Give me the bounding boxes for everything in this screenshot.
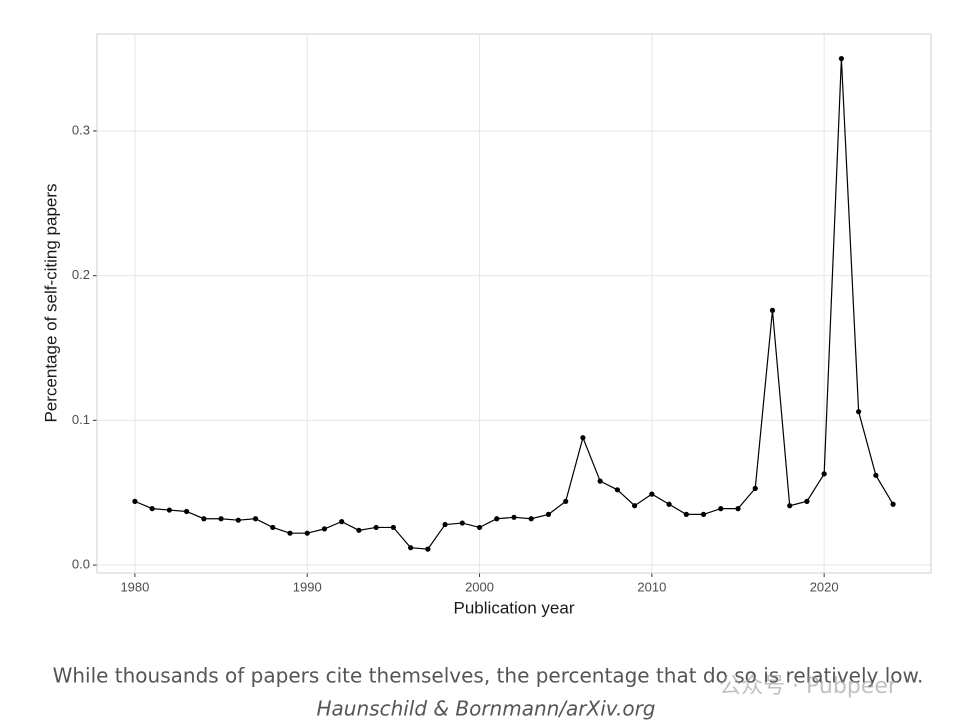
data-point xyxy=(235,517,241,523)
x-tick-label: 1980 xyxy=(120,579,149,594)
data-point xyxy=(597,478,603,484)
x-tick-label: 2010 xyxy=(637,579,666,594)
y-axis-title: Percentage of self-citing papers xyxy=(41,183,60,422)
data-point xyxy=(252,516,259,522)
data-point xyxy=(184,508,190,515)
data-point xyxy=(821,471,827,477)
data-point xyxy=(718,506,724,512)
data-point xyxy=(563,498,569,504)
data-point xyxy=(390,524,396,531)
data-point xyxy=(373,524,379,531)
y-tick-label: 0.1 xyxy=(72,412,90,427)
data-point xyxy=(838,55,844,62)
data-point xyxy=(166,507,172,513)
data-point xyxy=(425,546,431,552)
data-point xyxy=(856,409,862,415)
y-tick-label: 0.2 xyxy=(72,267,90,282)
data-point xyxy=(442,521,448,528)
y-tick-label: 0.0 xyxy=(72,556,90,571)
data-point xyxy=(700,511,707,517)
data-point xyxy=(614,487,620,493)
data-point xyxy=(287,530,293,536)
data-point xyxy=(149,506,155,512)
data-point xyxy=(649,491,655,497)
x-tick-label: 2000 xyxy=(465,579,494,594)
data-point xyxy=(735,506,741,512)
source: Haunschild & Bornmann/arXiv.org xyxy=(317,697,656,721)
data-point xyxy=(632,503,638,509)
data-point xyxy=(321,526,328,532)
data-point xyxy=(666,501,672,507)
data-point xyxy=(787,503,793,509)
data-point xyxy=(201,516,207,522)
x-tick-label: 2020 xyxy=(810,579,839,594)
data-point xyxy=(804,498,810,504)
data-point xyxy=(683,511,689,517)
data-point xyxy=(528,516,534,522)
data-point xyxy=(873,472,879,478)
data-point xyxy=(752,485,758,491)
data-point xyxy=(218,516,224,522)
data-point xyxy=(580,435,586,441)
data-point xyxy=(270,524,276,531)
data-point xyxy=(356,527,362,533)
data-point xyxy=(304,530,310,536)
data-point xyxy=(476,524,483,531)
data-point xyxy=(511,514,517,520)
data-point xyxy=(890,501,896,507)
data-point xyxy=(339,519,345,525)
plot-border xyxy=(96,33,932,574)
data-point xyxy=(459,520,465,526)
caption: While thousands of papers cite themselve… xyxy=(53,664,924,688)
data-point xyxy=(132,498,138,504)
watermark: 公众号 · Pubpeer xyxy=(719,674,898,699)
data-point xyxy=(494,516,500,522)
y-tick-label: 0.3 xyxy=(72,122,90,137)
x-tick-label: 1990 xyxy=(293,579,322,594)
data-point xyxy=(545,511,552,517)
data-point xyxy=(408,545,414,551)
x-axis-title: Publication year xyxy=(454,598,575,617)
data-point xyxy=(769,307,776,313)
